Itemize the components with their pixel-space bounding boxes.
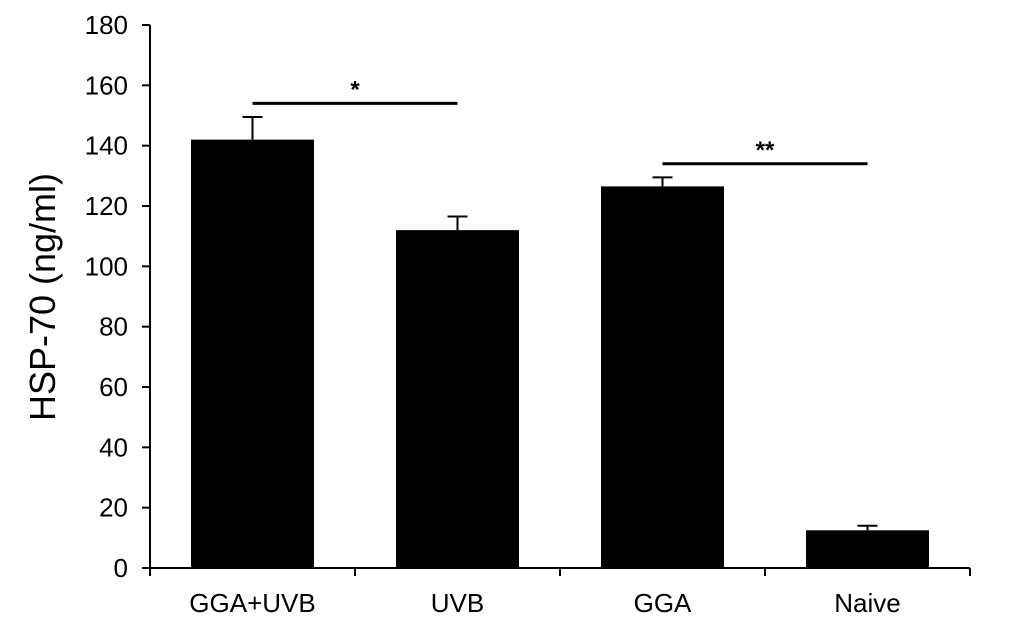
- y-tick-label: 160: [85, 70, 128, 100]
- y-axis-title: HSP-70 (ng/ml): [22, 173, 63, 421]
- y-tick-label: 100: [85, 251, 128, 281]
- y-tick-label: 40: [99, 432, 128, 462]
- y-tick-label: 0: [114, 553, 128, 583]
- y-axis: 0 20 40 60 80 100 120 140 160 180: [85, 10, 151, 583]
- significance-label: *: [350, 76, 360, 103]
- error-bars: [242, 116, 878, 531]
- bar: [601, 186, 724, 568]
- x-tick-label: Naive: [834, 588, 900, 618]
- significance-label: **: [756, 137, 775, 164]
- bar: [806, 530, 929, 568]
- x-tick-label: GGA: [634, 588, 692, 618]
- y-tick-label: 60: [99, 372, 128, 402]
- y-tick-label: 140: [85, 131, 128, 161]
- x-tick-label: GGA+UVB: [189, 588, 315, 618]
- y-tick-label: 180: [85, 10, 128, 40]
- significance-markers: ***: [252, 76, 868, 166]
- bar: [191, 139, 314, 568]
- y-tick-label: 20: [99, 493, 128, 523]
- x-axis: GGA+UVB UVB GGA Naive: [149, 567, 971, 618]
- y-tick-label: 80: [99, 312, 128, 342]
- x-tick-label: UVB: [431, 588, 484, 618]
- bars: [191, 139, 929, 568]
- bar: [396, 230, 519, 568]
- y-tick-label: 120: [85, 191, 128, 221]
